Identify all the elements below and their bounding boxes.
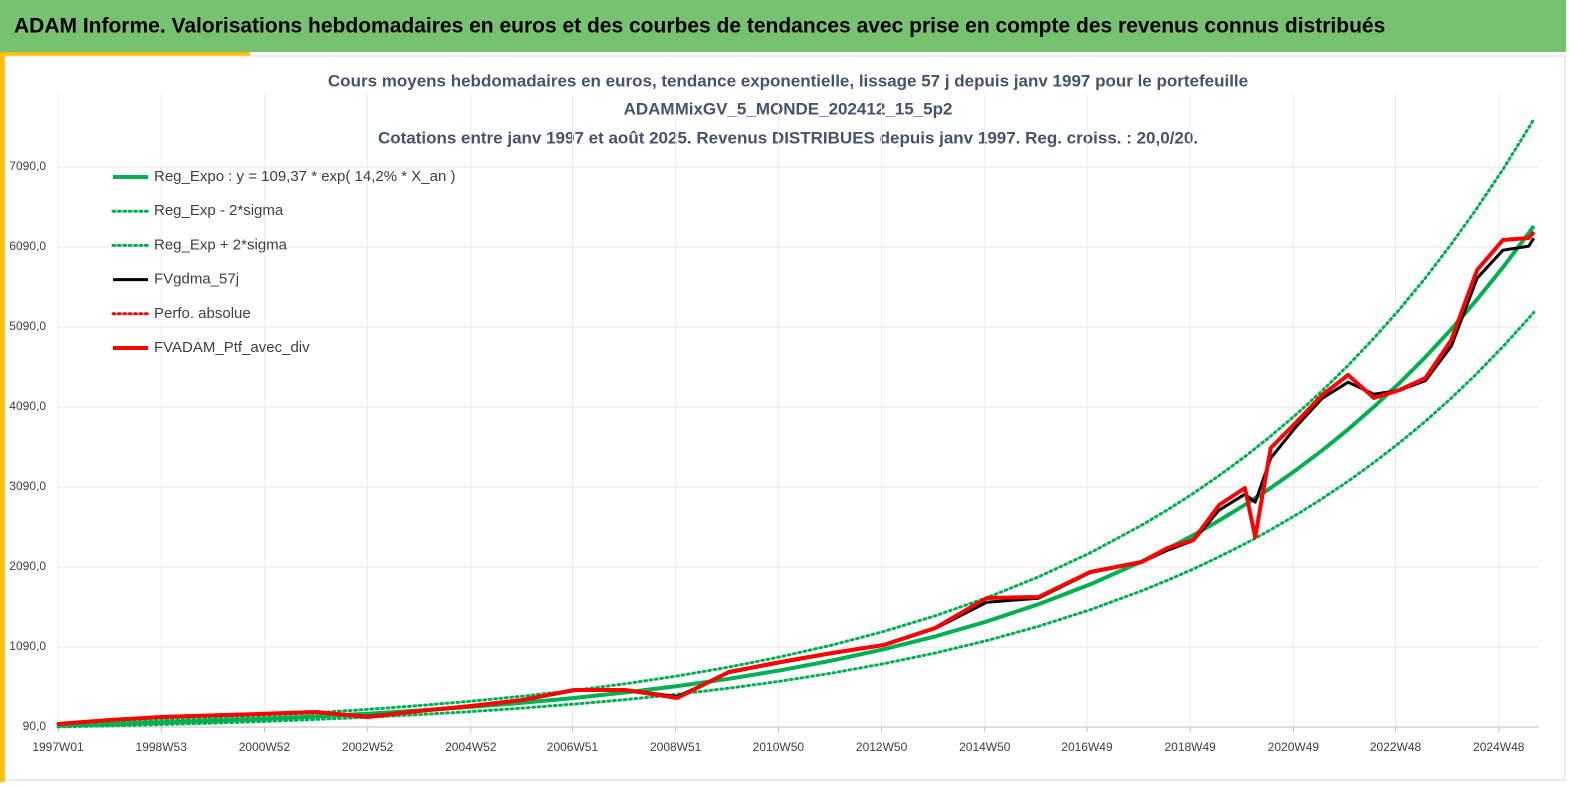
x-tick-label: 2004W52 (445, 740, 497, 754)
header-bar (0, 0, 1566, 52)
grid: 90,0 1090,0 2090,0 3090,0 4090,0 5090,0 6090,0… (9, 93, 1539, 754)
chart-title: Cours moyens hebdomadaires en euros, ten… (328, 71, 1248, 90)
legend-label: Reg_Expo : y = 109,37 * exp( 14,2% * X_a… (154, 168, 455, 185)
legend-label: Perfo. absolue (154, 305, 251, 322)
series-line (56, 117, 1536, 726)
x-tick-label: 2006W51 (547, 740, 599, 754)
y-tick-label: 3090,0 (9, 479, 46, 493)
chart-subtitle: ADAMMixGV_5_MONDE_202412_15_5p2 (624, 99, 953, 118)
x-tick-label: 2008W51 (650, 740, 702, 754)
accent (0, 52, 5, 782)
y-tick-label: 5090,0 (9, 319, 46, 333)
legend: Reg_Expo : y = 109,37 * exp( 14,2% * X_a… (111, 168, 455, 356)
x-tick-label: 2012W50 (856, 740, 908, 754)
chart-subtitle: Cotations entre janv 1997 et août 2025. … (378, 128, 1198, 147)
x-tick-label: 2016W49 (1061, 740, 1113, 754)
plot (56, 117, 1536, 729)
x-tick-label: 1998W53 (136, 740, 188, 754)
y-tick-label: 7090,0 (9, 159, 46, 173)
y-tick-label: 90,0 (23, 719, 47, 733)
legend-label: FVgdma_57j (154, 271, 239, 288)
series-line (57, 230, 1536, 726)
x-tick-label: 2024W48 (1473, 740, 1525, 754)
y-tick-label: 6090,0 (9, 239, 46, 253)
y-tick-label: 2090,0 (9, 559, 46, 573)
header-title: ADAM Informe. Valorisations hebdomadaire… (14, 15, 1385, 38)
accent (0, 52, 250, 56)
x-tick-label: 2002W52 (342, 740, 394, 754)
legend-label: FVADAM_Ptf_avec_div (154, 339, 310, 356)
x-tick-label: 2000W52 (239, 740, 291, 754)
legend-label: Reg_Exp + 2*sigma (154, 236, 288, 253)
legend-label: Reg_Exp - 2*sigma (154, 202, 284, 219)
chart-border (4, 55, 1566, 781)
x-tick-label: 2018W49 (1164, 740, 1216, 754)
y-tick-label: 1090,0 (9, 639, 46, 653)
x-tick-label: 2022W48 (1370, 740, 1422, 754)
x-tick-label: 2020W49 (1268, 740, 1320, 754)
x-tick-label: 2014W50 (959, 740, 1011, 754)
y-tick-label: 4090,0 (9, 399, 46, 413)
x-tick-label: 2010W50 (753, 740, 805, 754)
x-tick-label: 1997W01 (32, 740, 84, 754)
